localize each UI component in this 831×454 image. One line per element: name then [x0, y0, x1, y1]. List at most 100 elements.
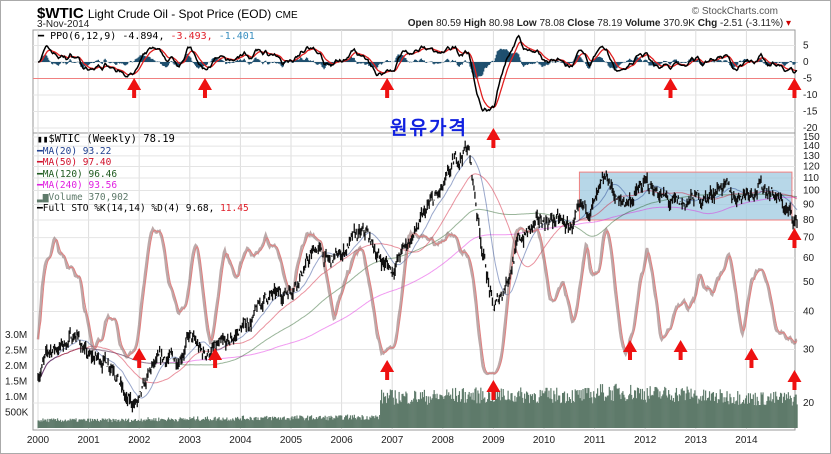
volume-bar	[379, 415, 381, 428]
volume-bar	[351, 415, 354, 428]
volume-bar	[261, 417, 263, 428]
volume-bar	[502, 389, 504, 428]
volume-bar	[283, 416, 285, 428]
volume-bar	[626, 399, 628, 428]
volume-bar	[285, 419, 287, 428]
volume-bar	[562, 392, 565, 428]
volume-bar	[770, 393, 772, 428]
volume-bar	[65, 421, 67, 428]
volume-bar	[310, 415, 313, 428]
legend-ma20: ━MA(20) 93.22	[37, 145, 112, 157]
volume-bar	[260, 417, 262, 428]
red-arrow-icon	[486, 380, 501, 400]
ppo-tick-label: -15	[803, 107, 818, 118]
volume-bar	[689, 398, 691, 428]
volume-bar	[420, 398, 423, 428]
volume-bar	[433, 390, 435, 428]
volume-bar	[274, 417, 277, 428]
volume-bar	[540, 395, 542, 428]
volume-bar	[629, 393, 631, 428]
volume-bar	[62, 421, 64, 428]
volume-bar	[637, 388, 640, 428]
volume-bar	[429, 396, 431, 428]
volume-bar	[290, 417, 292, 428]
volume-bar	[709, 400, 712, 428]
volume-bar	[448, 392, 450, 428]
volume-bar	[299, 415, 301, 428]
volume-bar	[620, 399, 622, 428]
volume-bar	[91, 418, 94, 428]
volume-bar	[500, 388, 502, 428]
volume-bar	[421, 392, 424, 428]
volume-bar	[378, 419, 380, 428]
volume-bar	[417, 399, 420, 428]
volume-bar	[651, 394, 653, 428]
volume-bar	[417, 401, 419, 428]
price-tick-label: 90	[803, 199, 815, 210]
volume-bar	[706, 400, 708, 428]
volume-bar	[411, 399, 413, 428]
volume-bar	[538, 397, 540, 428]
volume-bar	[59, 419, 62, 428]
volume-bar	[628, 395, 630, 428]
volume-bar	[621, 392, 623, 428]
volume-bar	[445, 395, 447, 428]
legend-volume: ▂▆Volume 370,902	[37, 191, 129, 203]
volume-bar	[304, 420, 306, 428]
volume-bar	[252, 420, 254, 428]
volume-bar	[715, 393, 717, 428]
volume-bar	[374, 418, 376, 428]
volume-bar	[409, 404, 411, 428]
volume-bar	[667, 397, 669, 428]
volume-bar	[595, 398, 597, 428]
volume-bar	[719, 389, 721, 428]
volume-bar	[602, 392, 605, 428]
volume-bar	[328, 416, 330, 428]
volume-bar	[258, 419, 260, 428]
ppo-tick-label: 5	[803, 41, 809, 52]
volume-bar	[178, 419, 180, 428]
volume-bar	[148, 419, 150, 428]
volume-bar	[365, 419, 367, 428]
volume-bar	[789, 395, 791, 428]
volume-bar	[415, 391, 417, 428]
volume-bar	[656, 387, 658, 428]
volume-bar	[777, 399, 779, 428]
volume-bar	[664, 386, 666, 428]
x-tick-label: 2003	[179, 435, 202, 446]
volume-bar	[80, 419, 82, 428]
volume-bar	[446, 389, 448, 428]
volume-bar	[37, 420, 39, 428]
volume-bar	[684, 400, 686, 428]
ma50-line	[37, 173, 798, 384]
volume-bar	[227, 420, 229, 428]
volume-bar	[792, 401, 794, 428]
volume-bar	[114, 420, 116, 428]
volume-bar	[790, 397, 792, 428]
volume-bar	[95, 420, 98, 428]
volume-bar	[287, 418, 289, 428]
volume-bar	[539, 389, 541, 428]
volume-bar	[425, 396, 427, 428]
price-tick-label: 120	[803, 161, 820, 172]
volume-bar	[634, 390, 637, 428]
volume-bar	[106, 418, 108, 428]
volume-bar	[796, 404, 798, 428]
volume-bar	[478, 393, 480, 428]
volume-bar	[475, 387, 477, 428]
volume-bar	[132, 420, 135, 428]
volume-bar	[413, 398, 415, 428]
volume-bar	[108, 418, 110, 428]
volume-bar	[714, 396, 716, 428]
volume-bar	[150, 420, 152, 428]
volume-bar	[776, 396, 778, 428]
price-legend: ▮▮$WTIC (Weekly) 78.19 ━MA(20) 93.22 ━MA…	[37, 133, 249, 215]
volume-bar	[212, 419, 214, 428]
volume-bar	[236, 416, 239, 428]
volume-bar	[741, 403, 743, 428]
volume-bar	[263, 417, 265, 428]
volume-bar	[208, 420, 210, 428]
volume-bar	[699, 399, 701, 428]
volume-bar	[84, 419, 86, 428]
volume-bar	[293, 416, 295, 428]
